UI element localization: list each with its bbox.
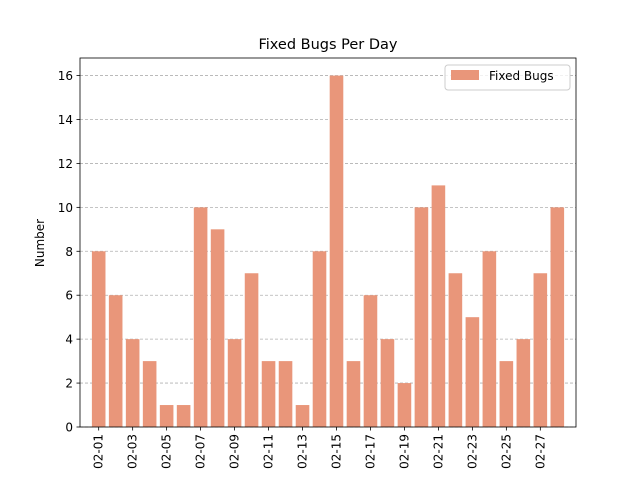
bar — [261, 361, 276, 427]
x-tick-label: 02-13 — [296, 434, 310, 469]
bar — [176, 405, 191, 427]
bar — [125, 339, 140, 427]
x-tick-label: 02-21 — [431, 434, 445, 469]
y-tick-label: 6 — [65, 289, 73, 303]
y-tick-label: 16 — [58, 69, 73, 83]
bar — [414, 207, 429, 427]
x-tick-label: 02-01 — [92, 434, 106, 469]
x-tick-label: 02-07 — [194, 434, 208, 469]
x-tick-label: 02-15 — [329, 434, 343, 469]
bar — [516, 339, 531, 427]
bar — [278, 361, 293, 427]
axes — [76, 57, 577, 431]
y-tick-label: 2 — [65, 377, 73, 391]
legend-label: Fixed Bugs — [489, 69, 554, 83]
x-tick-label: 02-19 — [397, 434, 411, 469]
bar — [295, 405, 310, 427]
bar — [142, 361, 157, 427]
bar — [159, 405, 174, 427]
bar — [244, 273, 259, 427]
x-tick-label: 02-05 — [160, 434, 174, 469]
bar — [91, 251, 106, 427]
bar — [108, 295, 123, 427]
y-tick-label: 14 — [58, 113, 73, 127]
y-tick-label: 0 — [65, 421, 73, 435]
bar — [397, 383, 412, 427]
legend-swatch — [451, 70, 479, 80]
bar — [329, 75, 344, 428]
grid-lines — [80, 75, 576, 428]
bar — [380, 339, 395, 427]
y-tick-label: 12 — [58, 157, 73, 171]
legend: Fixed Bugs — [444, 64, 571, 91]
x-tick-label: 02-25 — [499, 434, 513, 469]
y-tick-label: 10 — [58, 201, 73, 215]
bar — [227, 339, 242, 427]
bar — [448, 273, 463, 427]
y-tick-label: 4 — [65, 333, 73, 347]
y-tick-label: 8 — [65, 245, 73, 259]
x-tick-label: 02-03 — [126, 434, 140, 469]
bar — [346, 361, 361, 427]
plot-frame — [79, 57, 577, 428]
x-tick-label: 02-23 — [465, 434, 479, 469]
y-axis-label: Number — [33, 219, 47, 267]
bar — [193, 207, 208, 427]
chart-title: Fixed Bugs Per Day — [258, 37, 397, 53]
bar — [499, 361, 514, 427]
bar — [312, 251, 327, 427]
bar — [482, 251, 497, 427]
bar — [431, 185, 446, 427]
bar — [533, 273, 548, 427]
x-tick-label: 02-09 — [228, 434, 242, 469]
bar — [363, 295, 378, 427]
x-tick-label: 02-27 — [533, 434, 547, 469]
bar — [550, 207, 565, 427]
x-tick-label: 02-17 — [363, 434, 377, 469]
bar — [465, 317, 480, 427]
tick-labels: 0 2 4 6 8 10 12 14 16 02-01 02-03 02-05 02-07 02-09 02… — [58, 69, 548, 469]
x-tick-label: 02-11 — [262, 434, 276, 469]
bar — [210, 229, 225, 427]
bars — [91, 75, 565, 428]
